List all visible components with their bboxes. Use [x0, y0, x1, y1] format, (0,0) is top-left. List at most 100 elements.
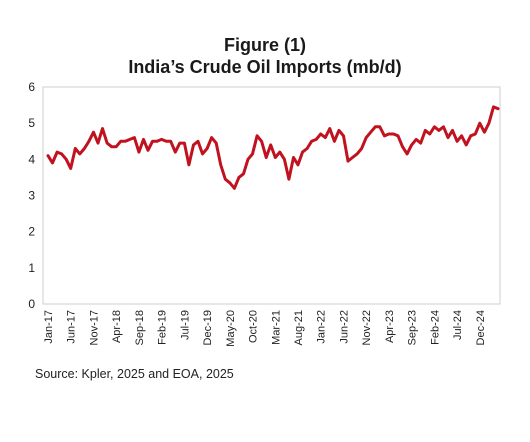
data-point: [483, 131, 486, 134]
data-point: [369, 131, 372, 134]
data-point: [465, 143, 468, 147]
y-axis-ticks: 0 1 2 3 4 5 6: [28, 80, 35, 311]
data-point: [424, 129, 427, 132]
data-point: [283, 158, 286, 161]
data-point: [242, 172, 245, 175]
data-point: [160, 138, 163, 141]
data-point: [319, 132, 322, 136]
chart-title: Figure (1): [223, 35, 306, 55]
data-point: [451, 129, 454, 132]
data-point: [255, 134, 259, 137]
x-tick-label: Jan-17: [43, 310, 55, 344]
data-point: [405, 152, 409, 156]
data-point: [328, 127, 331, 130]
data-point: [260, 140, 263, 143]
data-point: [78, 152, 82, 156]
data-point: [224, 178, 227, 181]
series-line: [46, 105, 500, 190]
data-point: [305, 147, 309, 150]
data-point: [446, 136, 450, 139]
y-tick-label: 1: [28, 261, 35, 275]
data-point: [74, 147, 77, 150]
y-tick-label: 0: [28, 297, 35, 311]
y-tick-label: 3: [28, 189, 35, 203]
x-tick-label: Apr-18: [111, 310, 123, 343]
data-point: [196, 140, 200, 143]
data-point: [219, 163, 222, 166]
data-point: [265, 156, 268, 159]
data-point: [169, 140, 172, 143]
x-tick-label: May-20: [225, 310, 237, 347]
data-point: [374, 125, 377, 128]
data-point: [355, 152, 359, 156]
data-point: [65, 158, 68, 161]
x-tick-label: Feb-24: [429, 310, 441, 345]
x-tick-label: Jul-24: [452, 310, 464, 340]
x-tick-label: Dec-24: [475, 310, 487, 345]
data-point: [119, 140, 122, 143]
data-point: [246, 158, 250, 161]
data-point: [110, 145, 113, 148]
data-point: [474, 132, 477, 136]
data-point: [51, 161, 54, 165]
data-point: [155, 140, 159, 143]
data-point: [383, 134, 386, 137]
title-block: Figure (1) India’s Crude Oil Imports (mb…: [0, 34, 530, 78]
x-tick-label: Apr-23: [384, 310, 396, 343]
x-tick-label: Sep-23: [407, 310, 419, 345]
y-tick-label: 2: [28, 225, 35, 239]
data-point: [337, 129, 341, 132]
data-point: [469, 134, 472, 137]
data-point: [287, 178, 291, 181]
plot-frame: [42, 86, 501, 305]
data-point: [128, 138, 131, 141]
data-point: [396, 134, 400, 137]
x-tick-label: Nov-17: [88, 310, 100, 345]
data-point: [92, 131, 95, 134]
data-point: [115, 145, 118, 148]
data-point: [142, 138, 145, 141]
x-tick-label: Sep-18: [134, 310, 146, 345]
data-point: [237, 176, 241, 179]
x-axis-ticks: Jan-17 Jun-17 Nov-17 Apr-18 Sep-18 Feb-19 Jul-…: [43, 310, 487, 347]
x-tick-label: Jun-22: [338, 310, 350, 344]
x-tick-label: Jul-19: [179, 310, 191, 340]
data-point: [333, 140, 336, 143]
data-point: [215, 141, 218, 145]
data-point: [137, 150, 141, 154]
data-point: [183, 141, 186, 145]
source-note: Source: Kpler, 2025 and EOA, 2025: [35, 367, 234, 381]
data-point: [496, 107, 500, 110]
chart-subtitle: India’s Crude Oil Imports (mb/d): [128, 57, 402, 77]
data-point: [251, 152, 254, 156]
data-point: [342, 134, 345, 137]
data-point: [492, 105, 495, 109]
y-tick-label: 5: [28, 116, 35, 130]
data-point: [415, 138, 418, 141]
data-point: [433, 125, 436, 128]
data-point: [205, 147, 209, 150]
data-point: [301, 150, 304, 154]
data-point: [228, 181, 231, 184]
data-point: [174, 150, 177, 154]
y-tick-label: 4: [28, 152, 35, 166]
data-point: [478, 122, 481, 125]
data-point: [310, 140, 313, 143]
data-point: [210, 136, 213, 139]
series-layer: [46, 105, 500, 190]
data-point: [392, 132, 395, 136]
data-point: [269, 143, 272, 147]
x-tick-label: Aug-21: [293, 310, 305, 345]
data-point: [55, 150, 59, 154]
data-point: [378, 125, 381, 128]
data-point: [60, 152, 63, 156]
data-point: [365, 136, 368, 139]
data-point: [315, 138, 318, 141]
data-point: [437, 129, 441, 132]
data-point: [133, 136, 136, 139]
data-point: [410, 143, 413, 147]
data-point: [455, 140, 459, 143]
y-tick-label: 6: [28, 80, 35, 94]
data-point: [165, 140, 168, 143]
